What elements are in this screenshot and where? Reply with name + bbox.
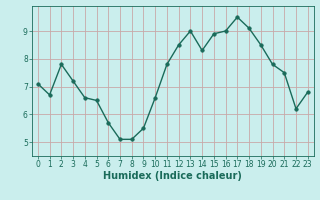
X-axis label: Humidex (Indice chaleur): Humidex (Indice chaleur) bbox=[103, 171, 242, 181]
